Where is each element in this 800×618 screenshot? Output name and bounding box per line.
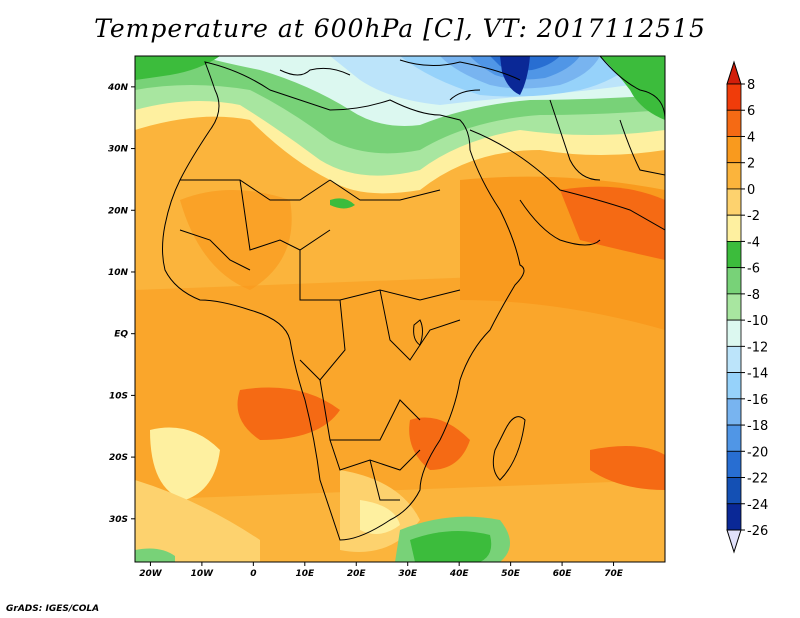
lon-tick-label: 10E: [295, 569, 315, 579]
colorbar-label: -16: [747, 393, 768, 408]
lat-tick-label: 20S: [109, 453, 128, 463]
map-title: Temperature at 600hPa [C], VT: 201711251…: [94, 14, 706, 43]
colorbar-swatch: [726, 477, 742, 505]
colorbar-swatch: [726, 450, 742, 478]
colorbar-label: -6: [747, 262, 760, 277]
colorbar-swatch: [726, 241, 742, 269]
colorbar-top-arrow: [726, 60, 742, 85]
colorbar-label: -8: [747, 288, 760, 303]
colorbar-label: -24: [747, 498, 768, 513]
lat-tick-label: 20N: [108, 206, 129, 216]
lon-tick-label: 30E: [398, 569, 418, 579]
colorbar-swatch: [726, 83, 742, 111]
lon-tick-label: 10W: [191, 569, 215, 579]
colorbar-swatch: [726, 162, 742, 190]
lat-tick-label: 10N: [108, 268, 129, 278]
lon-tick-label: 60E: [553, 569, 573, 579]
colorbar-label: -12: [747, 340, 768, 355]
colorbar-label: -18: [747, 419, 768, 434]
lon-tick-label: 20E: [347, 569, 367, 579]
lat-tick-label: 40N: [107, 83, 129, 93]
lon-tick-label: 0: [250, 569, 256, 579]
colorbar-swatch: [726, 188, 742, 216]
lon-tick-label: 50E: [501, 569, 521, 579]
colorbar-label: -20: [747, 445, 768, 460]
colorbar-swatch: [726, 214, 742, 242]
colorbar-bottom-arrow: [726, 529, 742, 554]
lon-tick-label: 20W: [139, 569, 163, 579]
colorbar-label: 6: [747, 104, 755, 119]
colorbar-label: 8: [747, 78, 755, 93]
colorbar-swatch: [726, 109, 742, 137]
colorbar-swatch: [726, 398, 742, 426]
grads-credit: GrADS: IGES/COLA: [6, 604, 100, 614]
colorbar-swatch: [726, 293, 742, 321]
lat-tick-label: EQ: [114, 330, 128, 340]
colorbar-label: -22: [747, 472, 768, 487]
colorbar: 8 6 4 2 0 -2 -4 -6 -8 -10 -12 -14 -16 -18 -20 -22 -24 -26: [726, 60, 768, 554]
colorbar-label: -26: [747, 524, 768, 539]
latitude-axis: 40N 30N 20N 10N EQ 10S 20S 30S: [107, 83, 135, 525]
longitude-axis: 20W 10W 0 10E 20E 30E 40E 50E 60E 70E: [139, 562, 624, 579]
coastlines: [162, 56, 665, 541]
colorbar-swatch: [726, 424, 742, 452]
colorbar-label: -10: [747, 314, 768, 329]
colorbar-swatch: [726, 136, 742, 164]
map-border: [134, 55, 666, 563]
lat-tick-label: 10S: [109, 391, 128, 401]
colorbar-label: 2: [747, 157, 755, 172]
colorbar-swatch: [726, 503, 742, 531]
lon-tick-label: 40E: [449, 569, 470, 579]
colorbar-label: -14: [747, 367, 768, 382]
temperature-field: [135, 56, 665, 562]
colorbar-label: -4: [747, 235, 760, 250]
colorbar-swatch: [726, 372, 742, 400]
lat-tick-label: 30S: [109, 515, 128, 525]
colorbar-label: -2: [747, 209, 760, 224]
colorbar-label: 4: [747, 130, 755, 145]
colorbar-label: 0: [747, 183, 755, 198]
colorbar-swatch: [726, 345, 742, 373]
colorbar-swatch: [726, 319, 742, 347]
colorbar-swatch: [726, 267, 742, 295]
lon-tick-label: 70E: [604, 569, 624, 579]
lat-tick-label: 30N: [108, 145, 129, 155]
